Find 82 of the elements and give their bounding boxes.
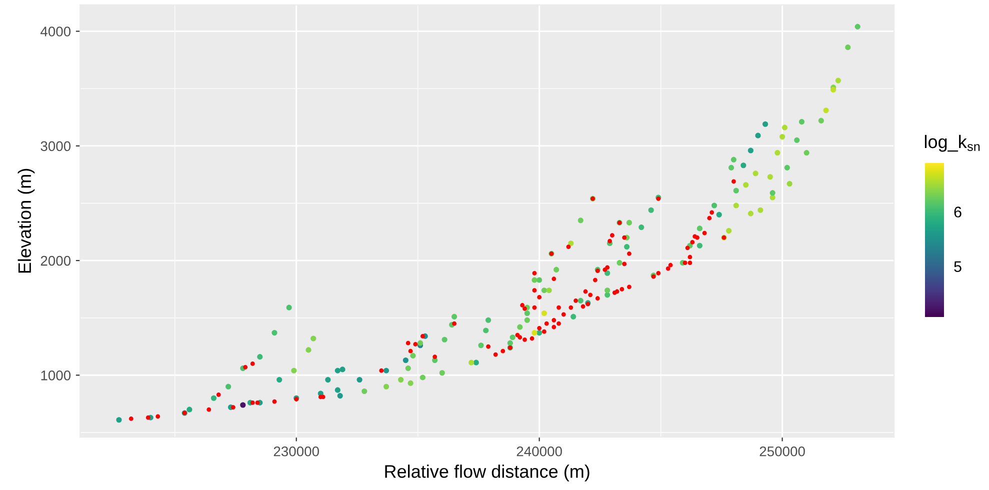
point xyxy=(286,304,292,310)
point xyxy=(780,134,786,140)
point xyxy=(728,164,734,170)
point xyxy=(417,340,424,346)
point xyxy=(483,328,489,334)
point xyxy=(536,277,542,283)
color-bar-title: log_k$_{sn}$ xyxy=(924,134,980,152)
point xyxy=(402,357,408,364)
x-tick-label: 240000 xyxy=(516,446,562,456)
point xyxy=(541,288,547,294)
point xyxy=(541,310,547,316)
y-tick-label: 4000 xyxy=(40,26,71,36)
point xyxy=(340,366,346,372)
point xyxy=(626,220,632,226)
point xyxy=(784,164,790,170)
point xyxy=(325,376,331,383)
point xyxy=(536,330,542,336)
point xyxy=(306,347,312,353)
point xyxy=(830,86,836,93)
x-tick-label: 250000 xyxy=(760,446,805,456)
point xyxy=(517,324,523,330)
point xyxy=(604,288,610,294)
x-tick-label: 230000 xyxy=(274,446,319,456)
point xyxy=(291,368,297,374)
x-axis-title: Relative flow distance (m) xyxy=(385,464,590,482)
point xyxy=(794,137,800,143)
point xyxy=(767,174,773,180)
point xyxy=(798,119,805,125)
color-bar-label: 5 xyxy=(954,261,962,272)
point xyxy=(510,334,516,340)
point xyxy=(356,376,362,383)
point xyxy=(726,228,732,234)
point xyxy=(442,336,448,342)
point xyxy=(405,366,411,372)
point xyxy=(554,266,560,272)
point xyxy=(624,244,630,250)
point xyxy=(774,150,780,156)
point xyxy=(272,330,278,336)
color-bar-label: 6 xyxy=(954,206,962,218)
point xyxy=(310,336,316,342)
y-tick-label: 1000 xyxy=(41,370,71,380)
point xyxy=(578,218,584,224)
point xyxy=(473,360,479,366)
point xyxy=(748,148,754,154)
y-axis-title: Elevation (m) xyxy=(18,168,35,273)
y-tick-label: 2000 xyxy=(40,256,71,266)
point xyxy=(782,124,788,130)
point xyxy=(743,182,749,188)
point xyxy=(638,224,644,230)
point xyxy=(740,162,746,168)
point xyxy=(486,317,492,323)
point xyxy=(786,180,792,187)
point xyxy=(524,310,530,316)
point xyxy=(186,406,192,412)
point xyxy=(452,314,458,320)
point xyxy=(604,270,610,276)
point xyxy=(733,202,739,208)
point xyxy=(762,121,768,127)
point xyxy=(383,368,390,374)
point xyxy=(240,402,246,408)
point xyxy=(696,226,702,232)
point xyxy=(578,298,584,304)
point xyxy=(716,212,722,218)
point xyxy=(752,170,758,176)
point xyxy=(823,108,829,114)
point xyxy=(648,207,654,213)
y-tick-label: 3000 xyxy=(40,141,71,152)
point xyxy=(616,260,622,266)
point xyxy=(730,156,736,162)
point xyxy=(116,417,122,423)
point xyxy=(210,395,217,401)
point xyxy=(226,384,232,390)
point xyxy=(524,317,530,323)
point xyxy=(755,132,761,138)
point xyxy=(532,330,538,336)
point xyxy=(276,376,282,383)
point xyxy=(532,277,538,283)
point xyxy=(758,207,764,213)
point xyxy=(334,368,340,374)
point xyxy=(546,288,552,294)
point xyxy=(770,190,776,196)
point xyxy=(410,352,416,358)
